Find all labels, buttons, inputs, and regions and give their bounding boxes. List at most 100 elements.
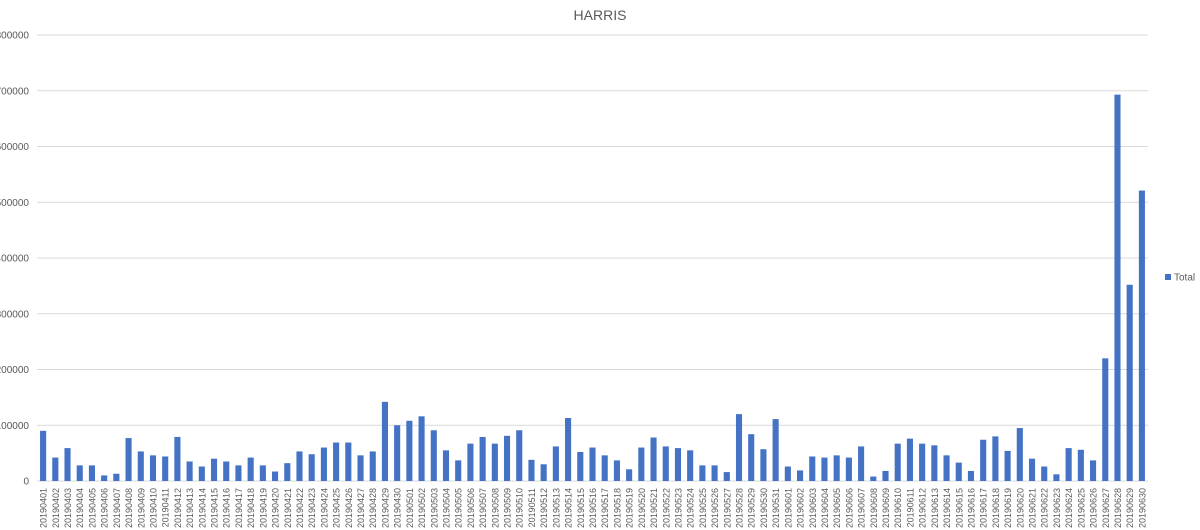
x-tick-label: 20190510 xyxy=(515,488,525,528)
x-tick-label: 20190605 xyxy=(832,488,842,528)
x-tick-label: 20190403 xyxy=(63,488,73,528)
bar xyxy=(149,455,157,481)
x-tick-label: 20190613 xyxy=(930,488,940,528)
bar xyxy=(210,458,218,481)
x-tick-label: 20190516 xyxy=(588,488,598,528)
x-tick-label: 20190519 xyxy=(625,488,635,528)
x-tick-label: 20190421 xyxy=(283,488,293,528)
x-tick-label: 20190429 xyxy=(380,488,390,528)
x-tick-label: 20190627 xyxy=(1101,488,1111,528)
y-tick-label: 500000 xyxy=(0,198,29,209)
bar xyxy=(992,436,999,481)
bar xyxy=(1016,428,1023,481)
y-tick-label: 100000 xyxy=(0,421,29,432)
x-tick-label: 20190430 xyxy=(393,488,403,528)
bar xyxy=(1102,358,1109,481)
bar xyxy=(784,466,791,481)
y-tick-label: 400000 xyxy=(0,254,29,265)
x-tick-label: 20190612 xyxy=(918,488,928,528)
bar xyxy=(357,455,364,481)
bar xyxy=(906,438,913,481)
x-tick-label: 20190619 xyxy=(1003,488,1013,528)
bar xyxy=(76,465,83,481)
bar xyxy=(235,465,242,481)
x-tick-label: 20190520 xyxy=(637,488,647,528)
x-tick-label: 20190426 xyxy=(344,488,354,528)
bar xyxy=(674,448,682,481)
bar xyxy=(88,465,95,481)
x-tick-label: 20190410 xyxy=(148,488,158,528)
x-tick-label: 20190602 xyxy=(796,488,806,528)
x-tick-label: 20190419 xyxy=(258,488,268,528)
bar xyxy=(931,445,938,481)
x-tick-label: 20190620 xyxy=(1015,488,1025,528)
bar xyxy=(796,470,804,481)
chart-title: HARRIS xyxy=(574,7,627,23)
x-tick-label: 20190526 xyxy=(710,488,720,528)
bar xyxy=(980,439,987,481)
x-tick-label: 20190428 xyxy=(368,488,378,528)
bar xyxy=(467,443,474,481)
x-tick-label: 20190522 xyxy=(661,488,671,528)
bar xyxy=(821,457,828,481)
bar xyxy=(1090,460,1097,481)
x-tick-label: 20190601 xyxy=(783,488,793,528)
bar xyxy=(870,476,877,481)
x-tick-label: 20190513 xyxy=(551,488,561,528)
bar xyxy=(345,442,352,481)
x-tick-label: 20190618 xyxy=(991,488,1001,528)
x-tick-label: 20190407 xyxy=(112,488,122,528)
x-tick-label: 20190615 xyxy=(954,488,964,528)
bar xyxy=(1138,190,1145,482)
x-tick-label: 20190405 xyxy=(87,488,97,528)
bar xyxy=(296,451,303,481)
bar xyxy=(186,461,193,481)
bar xyxy=(381,401,389,481)
bar xyxy=(540,464,547,481)
x-tick-label: 20190511 xyxy=(527,488,537,527)
bar xyxy=(735,414,743,481)
y-tick-label: 300000 xyxy=(0,309,29,320)
y-tick-label: 600000 xyxy=(0,142,29,153)
bar xyxy=(882,470,889,481)
x-tick-label: 20190408 xyxy=(124,488,134,528)
bar xyxy=(711,465,718,481)
bar xyxy=(418,416,425,481)
x-tick-label: 20190506 xyxy=(466,488,476,528)
x-tick-label: 20190521 xyxy=(649,488,659,528)
x-tick-label: 20190411 xyxy=(161,488,171,527)
x-tick-label: 20190502 xyxy=(417,488,427,528)
x-tick-label: 20190514 xyxy=(564,488,574,528)
x-tick-label: 20190527 xyxy=(722,488,732,528)
bar xyxy=(1065,448,1072,481)
x-tick-label: 20190616 xyxy=(966,488,976,528)
x-tick-label: 20190625 xyxy=(1076,488,1086,528)
bar xyxy=(577,452,584,481)
bar xyxy=(723,472,730,481)
bar xyxy=(64,448,71,481)
x-tick-label: 20190417 xyxy=(234,488,244,528)
x-tick-label: 20190629 xyxy=(1125,488,1135,528)
bar xyxy=(943,455,950,481)
bar xyxy=(552,446,559,481)
x-tick-label: 20190610 xyxy=(893,488,903,528)
bar xyxy=(528,459,535,481)
bar xyxy=(699,465,706,481)
bar xyxy=(198,466,205,481)
bar xyxy=(894,443,901,481)
x-tick-label: 20190416 xyxy=(222,488,232,528)
x-tick-label: 20190517 xyxy=(600,488,610,528)
bar xyxy=(125,438,132,481)
bar xyxy=(858,446,865,481)
bar xyxy=(662,446,669,481)
x-tick-label: 20190415 xyxy=(210,488,220,528)
bar xyxy=(1053,474,1060,481)
x-tick-label: 20190427 xyxy=(356,488,366,528)
bar xyxy=(430,430,437,481)
bar xyxy=(1028,458,1036,481)
bar xyxy=(638,447,645,481)
x-tick-label: 20190515 xyxy=(576,488,586,528)
legend-swatch xyxy=(1165,274,1171,280)
legend-label: Total xyxy=(1174,273,1195,284)
bar xyxy=(308,454,315,481)
